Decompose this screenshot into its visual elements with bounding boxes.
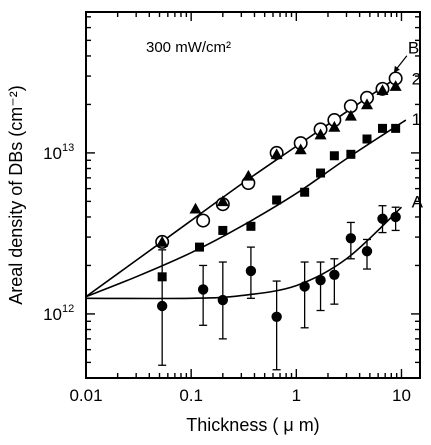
data-point-A (156, 300, 168, 312)
y-axis-label: Areal density of DBs (cm⁻²) (6, 85, 26, 305)
data-point-2 (376, 84, 389, 96)
data-point-A (245, 265, 257, 277)
data-point-2 (294, 143, 307, 155)
x-tick-label: 0.01 (69, 386, 102, 405)
x-tick-label: 0.1 (179, 386, 203, 405)
data-point-1 (300, 187, 310, 197)
data-point-2 (156, 235, 169, 247)
data-point-2 (216, 195, 229, 207)
data-point-2 (242, 169, 255, 181)
data-point-1 (157, 272, 167, 282)
data-point-2 (360, 98, 373, 110)
x-tick-label: 1 (292, 386, 301, 405)
data-point-1 (391, 123, 401, 133)
y-tick-label-exponent: 12 (62, 303, 74, 315)
y-tick-label-base: 10 (43, 305, 62, 324)
x-axis-label: Thickness ( μ m) (186, 415, 319, 435)
data-point-1 (272, 195, 282, 205)
data-point-A (217, 294, 229, 306)
data-point-2 (314, 128, 327, 140)
data-point-1 (329, 151, 339, 161)
y-tick-label-base: 10 (43, 144, 62, 163)
y-tick-label-exponent: 13 (62, 142, 74, 154)
fit-curve-B (85, 75, 400, 298)
plot-frame (85, 11, 421, 379)
data-point-A (345, 233, 357, 244)
data-point-A (299, 281, 310, 292)
data-point-2 (270, 148, 283, 160)
curve-label-B-arrowhead (393, 65, 400, 73)
data-point-B (196, 213, 211, 228)
data-point-1 (246, 221, 256, 231)
data-point-1 (194, 242, 204, 252)
data-point-A (329, 269, 340, 280)
data-point-A (361, 246, 373, 257)
data-point-1 (362, 134, 372, 144)
data-point-A (315, 274, 326, 286)
curve-label-1: 1 (412, 110, 421, 129)
data-point-1 (316, 168, 326, 178)
curve-label-B-arrow (395, 55, 408, 71)
data-point-2 (328, 120, 341, 132)
x-tick-label: 10 (392, 386, 411, 405)
data-point-A (377, 213, 388, 224)
intensity-annotation: 300 mW/cm² (146, 39, 231, 56)
curve-label-2: 2 (412, 69, 421, 88)
data-point-2 (189, 202, 202, 214)
data-point-A (197, 284, 209, 295)
data-point-2 (344, 109, 357, 121)
data-point-1 (346, 149, 356, 159)
data-point-A (271, 311, 282, 322)
data-point-A (390, 211, 401, 223)
curve-label-A: A (412, 192, 424, 211)
fit-curve-A (85, 206, 403, 300)
data-point-2 (389, 80, 402, 91)
curve-label-B: B (408, 39, 419, 58)
data-point-1 (378, 123, 388, 133)
data-point-1 (218, 225, 228, 235)
